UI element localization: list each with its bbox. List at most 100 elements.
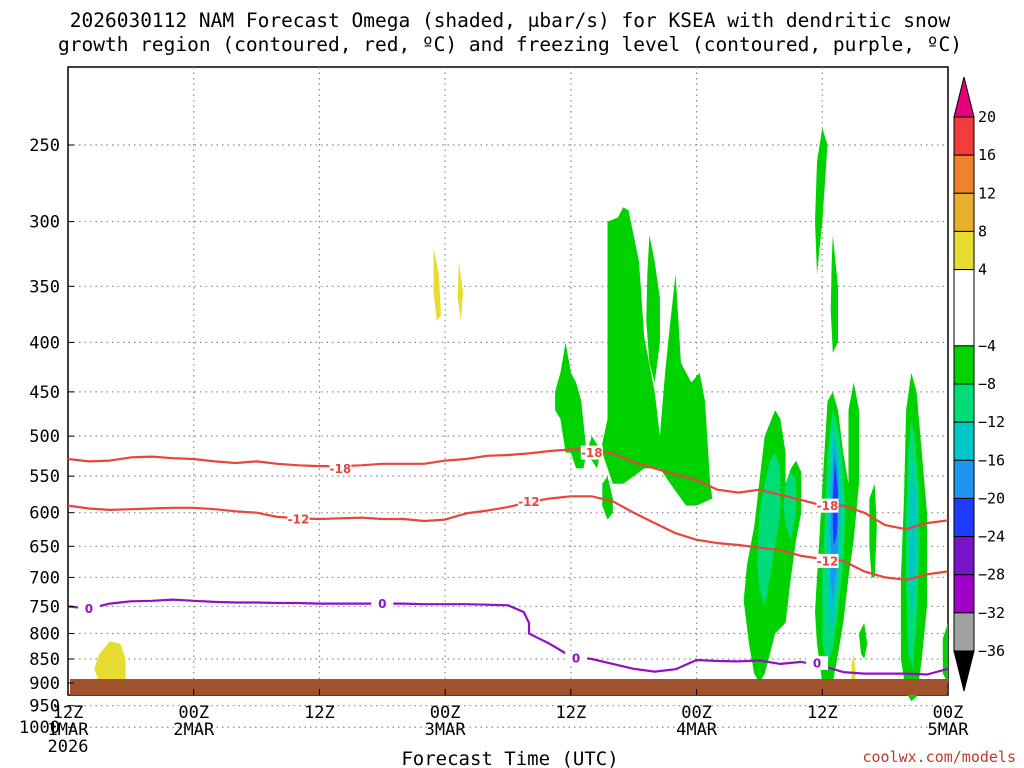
x-tick-label-12-1: 00Z [178, 703, 209, 723]
grid-lines [68, 67, 948, 728]
x-tick-label-72-1: 12Z [807, 703, 838, 723]
contour-label-bg [580, 445, 603, 460]
contour-label-bg [287, 511, 310, 526]
colorbar-band-9 [953, 497, 975, 538]
colorbar-label-4: 4 [978, 261, 987, 279]
colorbar-label-minus36: −36 [978, 642, 1005, 660]
contour-label-bg [806, 655, 829, 670]
x-tick-label-84-2: 5MAR [928, 720, 970, 740]
omega-region-20 [859, 622, 868, 659]
y-tick-label-350: 350 [29, 277, 60, 297]
title-line-1: 2026030112 NAM Forecast Omega (shaded, μ… [70, 9, 951, 32]
omega-region-22 [942, 622, 948, 683]
contour-label-minus12-2: -12 [817, 554, 839, 568]
omega-region-9 [815, 127, 828, 275]
x-tick-label-48-1: 12Z [555, 703, 586, 723]
colorbar-label-minus4: −4 [978, 337, 996, 355]
contour-label-0-1: 0 [378, 597, 386, 611]
colorbar-label-12: 12 [978, 184, 996, 202]
omega-shaded-regions [94, 127, 948, 702]
y-tick-label-250: 250 [29, 136, 60, 156]
x-tick-label-0-2: 1MAR [48, 720, 90, 740]
colorbar-band-8 [953, 459, 975, 499]
x-tick-label-12-2: 2MAR [173, 720, 215, 740]
contour-label-bg [816, 498, 839, 513]
y-tick-label-450: 450 [29, 383, 60, 403]
colorbar-band-5 [953, 345, 975, 385]
contour-label-minus18-1: -18 [581, 446, 603, 460]
colorbar-label-20: 20 [978, 108, 996, 126]
colorbar-under-triangle [953, 650, 975, 692]
colorbar-band-10 [953, 536, 975, 576]
omega-region-1 [433, 248, 441, 321]
contour-label-bg [816, 553, 839, 568]
colorbar-label-minus24: −24 [978, 528, 1005, 546]
y-tick-label-750: 750 [29, 597, 60, 617]
omega-region-2 [457, 261, 463, 321]
contour-label-minus18-0: -18 [330, 462, 352, 476]
colorbar-band-1 [953, 154, 975, 194]
colorbar-band-6 [953, 383, 975, 423]
contour-lines: -18 -18 -18 -12 -12 -12 0 0 0 0 [67, 445, 949, 676]
omega-region-7 [757, 452, 781, 607]
y-axis-pressure-labels: 250 300 350 400 450 500 550 600 650 700 750 800 850 9… [19, 136, 74, 738]
colorbar-label-minus8: −8 [978, 375, 996, 393]
x-tick-label-60-1: 00Z [681, 703, 712, 723]
contour-label-minus12-0: -12 [288, 512, 310, 526]
x-tick-label-36-1: 00Z [430, 703, 461, 723]
colorbar-band-3 [953, 230, 975, 271]
y-tick-label-1000: 1000 [19, 718, 60, 738]
x-tick-label-24-1: 12Z [304, 703, 335, 723]
x-tick-label-0-3: 2026 [48, 737, 89, 757]
y-tick-label-600: 600 [29, 504, 60, 524]
plot-frame [67, 66, 949, 696]
colorbar-label-minus16: −16 [978, 451, 1005, 469]
contour-label-bg [371, 596, 394, 611]
y-tick-label-900: 900 [29, 674, 60, 694]
y-tick-label-500: 500 [29, 427, 60, 447]
y-tick-label-650: 650 [29, 537, 60, 557]
contour-label-bg [77, 601, 100, 616]
omega-region-19 [909, 460, 916, 612]
contour-label-bg [329, 461, 352, 476]
title-line-2: growth region (contoured, red, ºC) and f… [58, 33, 962, 56]
x-tick-label-0-1: 12Z [53, 703, 84, 723]
ground-bar [70, 679, 947, 695]
colorbar-over-triangle [953, 76, 975, 118]
x-axis-title: Forecast Time (UTC) [401, 748, 618, 768]
y-tick-label-950: 950 [29, 697, 60, 717]
omega-region-8 [783, 472, 797, 540]
contour-label-0-0: 0 [85, 602, 93, 616]
y-tick-label-700: 700 [29, 568, 60, 588]
contour-line-minus18 [67, 448, 949, 531]
colorbar-label-minus12: −12 [978, 413, 1005, 431]
colorbar-band-11 [953, 574, 975, 614]
colorbar-band-0 [953, 116, 975, 156]
omega-region-3 [555, 207, 713, 506]
y-tick-label-800: 800 [29, 625, 60, 645]
y-tick-label-400: 400 [29, 333, 60, 353]
colorbar-band-2 [953, 192, 975, 232]
contour-label-minus18-2: -18 [817, 499, 839, 513]
x-tick-label-84-1: 00Z [933, 703, 964, 723]
colorbar-band-4 [953, 269, 975, 347]
colorbar-label-16: 16 [978, 146, 996, 164]
colorbar-label-minus32: −32 [978, 604, 1005, 622]
contour-label-0-2: 0 [572, 651, 580, 665]
contour-label-bg [565, 650, 588, 665]
colorbar-label-minus28: −28 [978, 566, 1005, 584]
contour-label-minus12-1: -12 [518, 495, 540, 509]
x-tick-label-60-2: 4MAR [676, 720, 718, 740]
colorbar: 20 16 12 8 4 −4 −8 −12 −16 −20 −24 −28 −32 −36 [953, 76, 1005, 692]
colorbar-label-8: 8 [978, 222, 987, 240]
omega-region-4 [646, 235, 660, 383]
contour-line-0 [67, 598, 949, 676]
y-tick-label-550: 550 [29, 467, 60, 487]
colorbar-band-7 [953, 421, 975, 461]
omega-region-5 [602, 476, 613, 520]
contour-line-minus12 [67, 495, 949, 581]
contour-label-0-3: 0 [813, 656, 821, 670]
watermark: coolwx.com/models [862, 748, 1016, 766]
